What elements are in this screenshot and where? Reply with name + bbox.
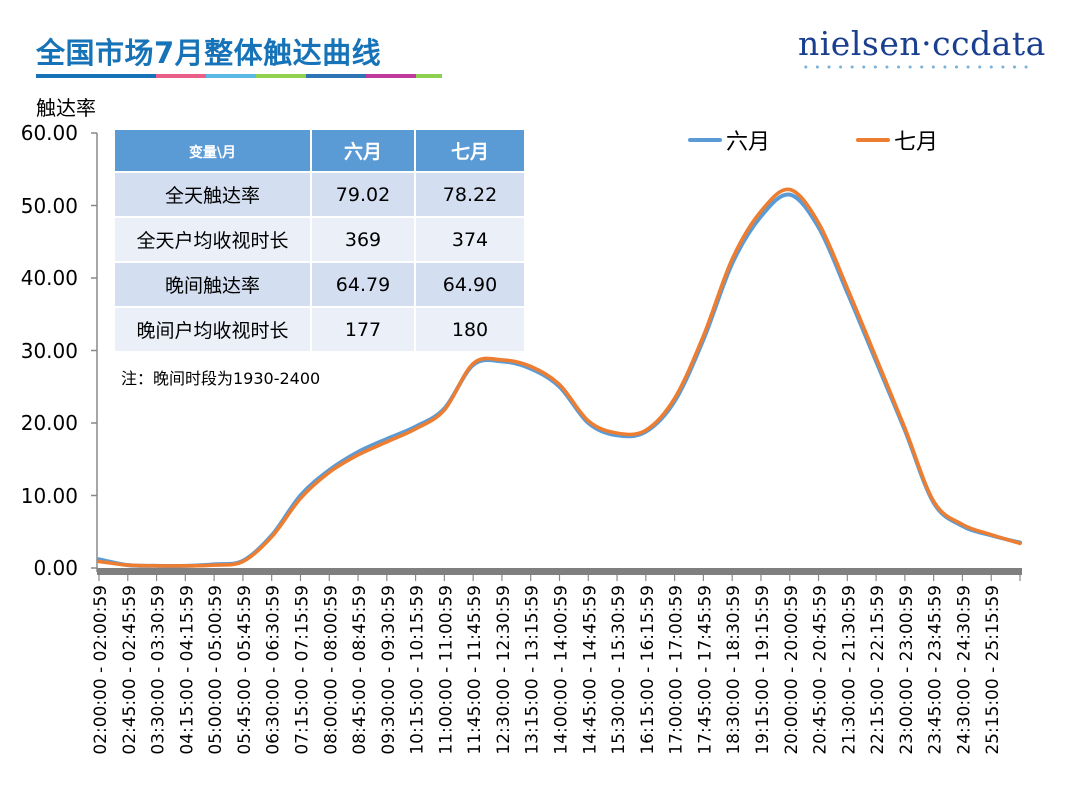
y-tick-label: 60.00 — [20, 121, 78, 145]
x-tick-label: 17:45:00 - 17:45:59 — [695, 585, 715, 755]
x-tick-label: 23:45:00 - 23:45:59 — [926, 585, 946, 755]
x-tick-label: 07:15:00 - 07:15:59 — [292, 585, 312, 755]
series-line-july — [97, 187, 1022, 568]
underline-segment — [416, 74, 442, 78]
x-tick-label: 19:15:00 - 19:15:59 — [753, 585, 773, 755]
legend-july-swatch — [856, 138, 890, 142]
legend-june: 六月 — [688, 124, 770, 156]
table-header-variable: 变量\月 — [115, 130, 310, 171]
y-tick-label: 10.00 — [20, 483, 78, 508]
june-value: 177 — [312, 308, 414, 351]
x-tick-label: 02:00:00 - 02:00:59 — [91, 585, 111, 755]
x-tick-label: 11:00:00 - 11:00:59 — [436, 585, 456, 755]
y-tick-label: 30.00 — [20, 338, 78, 363]
x-tick-label: 03:30:00 - 03:30:59 — [149, 585, 169, 755]
y-tick-label: 40.00 — [20, 266, 78, 290]
row-label: 全天触达率 — [115, 173, 310, 216]
table-header-june: 六月 — [312, 130, 414, 171]
x-tick-label: 15:30:00 - 15:30:59 — [609, 585, 629, 755]
x-tick-label: 11:45:00 - 11:45:59 — [465, 585, 485, 755]
july-value: 180 — [416, 308, 524, 351]
legend-june-swatch — [688, 138, 722, 142]
table-header-july: 七月 — [416, 130, 524, 171]
x-tick-label: 14:00:00 - 14:00:59 — [552, 585, 572, 755]
slide-title: 全国市场7月整体触达曲线 — [36, 36, 382, 70]
table-row: 全天户均收视时长 369 374 — [115, 218, 524, 261]
underline-segment — [366, 74, 416, 78]
table-row: 晚间触达率 64.79 64.90 — [115, 263, 524, 306]
june-value: 64.79 — [312, 263, 414, 306]
row-label: 晚间户均收视时长 — [115, 308, 310, 351]
underline-segment — [156, 74, 206, 78]
x-tick-label: 08:45:00 - 08:45:59 — [350, 585, 370, 755]
y-tick-label: 20.00 — [20, 411, 78, 435]
x-tick-label: 16:15:00 - 16:15:59 — [638, 585, 658, 755]
table-row: 全天触达率 79.02 78.22 — [115, 173, 524, 216]
x-tick-label: 09:30:00 - 09:30:59 — [379, 585, 399, 755]
x-tick-label: 02:45:00 - 02:45:59 — [120, 585, 140, 755]
underline-segment — [206, 74, 256, 78]
y-tick-label: 0.00 — [33, 556, 78, 580]
nielsen-ccdata-logo: nielsen·ccdata — [798, 24, 1046, 63]
underline-segment — [306, 74, 366, 78]
x-tick-label: 21:30:00 - 21:30:59 — [839, 585, 859, 755]
x-tick-label: 05:00:00 - 05:00:59 — [206, 585, 226, 755]
july-value: 64.90 — [416, 263, 524, 306]
x-tick-label: 12:30:00 - 12:30:59 — [494, 585, 514, 755]
summary-table: 变量\月 六月 七月 全天触达率 79.02 78.22 全天户均收视时长 36… — [113, 128, 526, 353]
table-header-row: 变量\月 六月 七月 — [115, 130, 524, 171]
x-tick-label: 17:00:00 - 17:00:59 — [667, 585, 687, 755]
legend-july-label: 七月 — [894, 130, 939, 155]
x-axis-bar — [97, 568, 1022, 575]
y-axis-title: 触达率 — [36, 96, 96, 120]
x-tick-label: 04:15:00 - 04:15:59 — [177, 585, 197, 755]
june-value: 369 — [312, 218, 414, 261]
variable-month-header: 变量\月 — [188, 144, 237, 161]
july-value: 78.22 — [416, 173, 524, 216]
table-row: 晚间户均收视时长 177 180 — [115, 308, 524, 351]
y-tick-label: 50.00 — [20, 193, 78, 218]
x-tick-label: 22:15:00 - 22:15:59 — [868, 585, 888, 755]
legend-june-label: 六月 — [726, 130, 771, 155]
x-tick-label: 20:45:00 - 20:45:59 — [811, 585, 831, 755]
row-label: 全天户均收视时长 — [115, 218, 310, 261]
underline-segment — [36, 74, 156, 78]
x-tick-label: 06:30:00 - 06:30:59 — [264, 585, 284, 755]
title-underline — [36, 74, 442, 78]
june-value: 79.02 — [312, 173, 414, 216]
x-tick-label: 13:15:00 - 13:15:59 — [523, 585, 543, 755]
logo-dots — [800, 64, 1032, 70]
x-tick-label: 10:15:00 - 10:15:59 — [408, 585, 428, 755]
evening-period-note: 注：晚间时段为1930-2400 — [121, 369, 321, 388]
july-value: 374 — [416, 218, 524, 261]
x-tick-label: 05:45:00 - 05:45:59 — [235, 585, 255, 755]
underline-segment — [256, 74, 306, 78]
x-tick-label: 23:00:00 - 23:00:59 — [897, 585, 917, 755]
x-tick-label: 08:00:00 - 08:00:59 — [321, 585, 341, 755]
x-tick-label: 14:45:00 - 14:45:59 — [580, 585, 600, 755]
x-tick-label: 20:00:00 - 20:00:59 — [782, 585, 802, 755]
x-tick-label: 25:15:00 - 25:15:59 — [983, 585, 1003, 755]
legend-july: 七月 — [856, 124, 938, 156]
x-tick-label: 24:30:00 - 24:30:59 — [954, 585, 974, 755]
row-label: 晚间触达率 — [115, 263, 310, 306]
x-tick-label: 18:30:00 - 18:30:59 — [724, 585, 744, 755]
